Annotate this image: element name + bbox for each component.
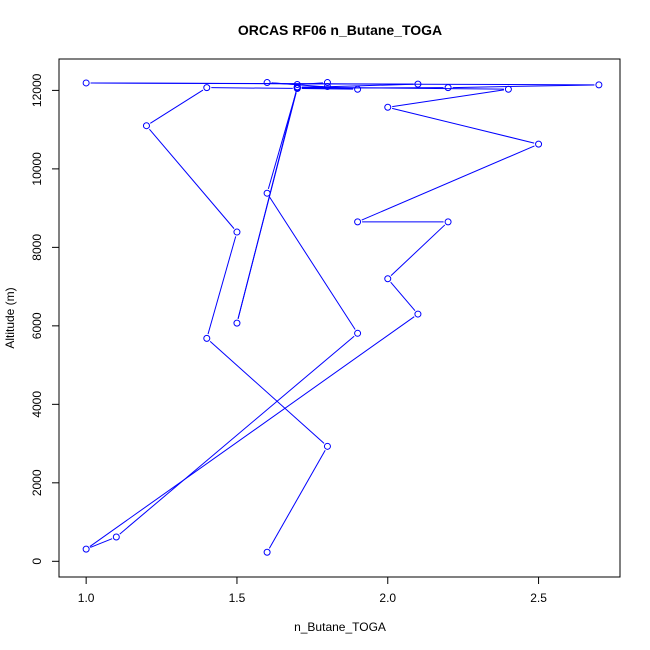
data-point: [233, 228, 241, 236]
data-point: [263, 548, 271, 556]
y-tick-label: 4000: [30, 391, 44, 418]
data-point: [535, 140, 543, 148]
data-point: [384, 275, 392, 283]
y-tick-label: 6000: [30, 312, 44, 339]
x-axis: 1.0 1.5 2.0 2.5: [78, 576, 547, 605]
series-line-segment: [209, 341, 325, 444]
y-tick-label: 0: [30, 558, 44, 565]
data-point: [414, 80, 422, 88]
data-series: [82, 79, 603, 556]
data-point: [354, 329, 362, 337]
x-tick-label: 1.0: [78, 591, 95, 605]
x-tick-label: 2.5: [530, 591, 547, 605]
series-line-segment: [90, 538, 113, 548]
series-line-segment: [452, 84, 595, 89]
data-point: [293, 84, 301, 92]
x-tick-label: 2.0: [379, 591, 396, 605]
series-line-segment: [149, 128, 235, 229]
data-point: [354, 218, 362, 226]
y-tick-label: 8000: [30, 234, 44, 261]
data-point: [354, 85, 362, 93]
data-point: [233, 319, 241, 327]
series-line-segment: [89, 316, 415, 547]
y-tick-label: 2000: [30, 469, 44, 496]
chart-title: ORCAS RF06 n_Butane_TOGA: [238, 22, 442, 38]
series-line-segment: [267, 92, 297, 190]
x-axis-label: n_Butane_TOGA: [294, 620, 386, 634]
plot-frame: [58, 58, 621, 578]
series-line-segment: [269, 196, 356, 330]
series-line-segment: [390, 224, 446, 277]
data-point: [82, 79, 90, 87]
series-line-segment: [268, 449, 326, 549]
series-line-segment: [390, 281, 416, 311]
data-point: [444, 84, 452, 92]
y-axis-label: Altitude (m): [3, 287, 17, 348]
data-point: [323, 442, 331, 450]
series-line-segment: [392, 89, 505, 108]
data-point: [293, 81, 301, 89]
data-point: [595, 81, 603, 89]
data-point: [203, 84, 211, 92]
y-axis: 0 2000 4000 6000 8000 10000 12000: [30, 73, 60, 565]
data-point: [384, 103, 392, 111]
data-point: [203, 334, 211, 342]
series-line-segment: [211, 87, 293, 89]
series-line-segment: [119, 335, 355, 535]
y-tick-label: 12000: [30, 73, 44, 107]
series-line-segment: [150, 89, 204, 124]
data-point: [263, 79, 271, 87]
data-point: [142, 122, 150, 130]
series-line-segment: [392, 107, 535, 144]
data-point: [444, 218, 452, 226]
x-tick-label: 1.5: [229, 591, 246, 605]
data-point: [414, 310, 422, 318]
series-line-segment: [237, 91, 297, 319]
data-point: [82, 545, 90, 553]
series-line-segment: [301, 87, 354, 90]
series-line-segment: [90, 82, 414, 85]
data-point: [504, 85, 512, 93]
data-point: [263, 189, 271, 197]
series-line-segment: [361, 145, 535, 221]
data-point: [323, 82, 331, 90]
data-point: [323, 79, 331, 87]
series-line-segment: [207, 236, 237, 335]
data-point: [112, 533, 120, 541]
y-tick-label: 10000: [30, 152, 44, 186]
